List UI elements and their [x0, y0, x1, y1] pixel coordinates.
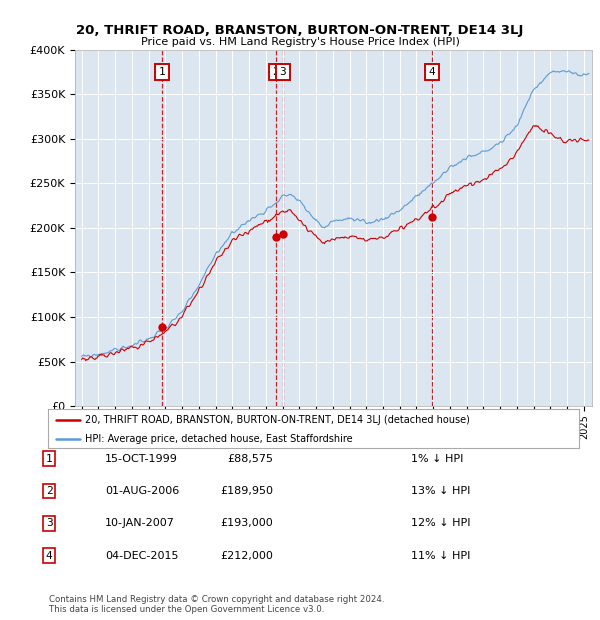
Text: £189,950: £189,950	[220, 486, 273, 496]
Text: This data is licensed under the Open Government Licence v3.0.: This data is licensed under the Open Gov…	[49, 604, 325, 614]
Text: 2: 2	[272, 67, 279, 77]
Text: £193,000: £193,000	[220, 518, 273, 528]
Text: £88,575: £88,575	[227, 454, 273, 464]
Text: 4: 4	[428, 67, 435, 77]
Text: 20, THRIFT ROAD, BRANSTON, BURTON-ON-TRENT, DE14 3LJ: 20, THRIFT ROAD, BRANSTON, BURTON-ON-TRE…	[76, 24, 524, 37]
Text: 4: 4	[46, 551, 53, 560]
Text: 1: 1	[46, 454, 53, 464]
Text: 01-AUG-2006: 01-AUG-2006	[105, 486, 179, 496]
Text: £212,000: £212,000	[220, 551, 273, 560]
Text: HPI: Average price, detached house, East Staffordshire: HPI: Average price, detached house, East…	[85, 434, 353, 444]
Text: 3: 3	[46, 518, 53, 528]
Text: Price paid vs. HM Land Registry's House Price Index (HPI): Price paid vs. HM Land Registry's House …	[140, 37, 460, 47]
Text: 12% ↓ HPI: 12% ↓ HPI	[411, 518, 470, 528]
Text: Contains HM Land Registry data © Crown copyright and database right 2024.: Contains HM Land Registry data © Crown c…	[49, 595, 385, 604]
Text: 1% ↓ HPI: 1% ↓ HPI	[411, 454, 463, 464]
Text: 13% ↓ HPI: 13% ↓ HPI	[411, 486, 470, 496]
Text: 11% ↓ HPI: 11% ↓ HPI	[411, 551, 470, 560]
Text: 3: 3	[280, 67, 286, 77]
Text: 20, THRIFT ROAD, BRANSTON, BURTON-ON-TRENT, DE14 3LJ (detached house): 20, THRIFT ROAD, BRANSTON, BURTON-ON-TRE…	[85, 415, 470, 425]
Text: 2: 2	[46, 486, 53, 496]
Text: 10-JAN-2007: 10-JAN-2007	[105, 518, 175, 528]
Text: 1: 1	[158, 67, 165, 77]
Text: 15-OCT-1999: 15-OCT-1999	[105, 454, 178, 464]
Text: 04-DEC-2015: 04-DEC-2015	[105, 551, 179, 560]
